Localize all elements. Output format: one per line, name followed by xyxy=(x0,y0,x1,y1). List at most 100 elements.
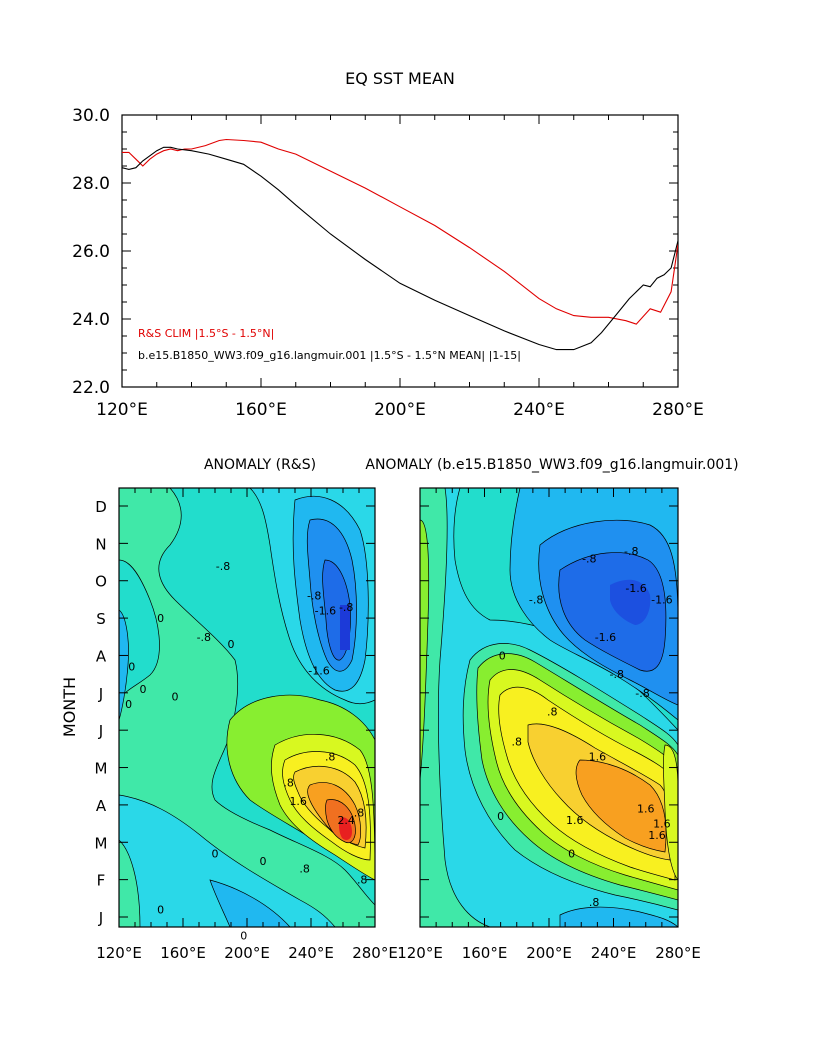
hovmoller-rs-title: ANOMALY (R&S) xyxy=(204,457,316,473)
rs-contour-pos28 xyxy=(338,817,352,840)
line-chart-series xyxy=(122,138,678,351)
contour-label: -.8 xyxy=(582,552,596,565)
line-chart-panel: EQ SST MEAN 120°E 160°E 200°E 240°E 280°E 22… xyxy=(72,69,704,420)
hov-month-label: A xyxy=(96,797,107,815)
contour-label: -.8 xyxy=(216,560,230,573)
contour-label: -.8 xyxy=(307,590,321,603)
hov-x-tick-label: 200°E xyxy=(526,944,572,962)
hov-x-tick-label: 120°E xyxy=(397,944,443,962)
model-south-cold xyxy=(559,906,678,927)
contour-label: .8 xyxy=(325,750,336,763)
series-line-rs-clim xyxy=(122,138,678,325)
hovmoller-model-contour-labels: -.8-.8-.8-1.6-1.6-1.6-.8-.80.8.81.61.61.… xyxy=(497,545,672,909)
contour-label: 0 xyxy=(568,847,575,860)
model-contour-neg16 xyxy=(610,579,651,625)
hov-x-tick-label: 240°E xyxy=(288,944,334,962)
contour-label: 0 xyxy=(499,649,506,662)
contour-label: .8 xyxy=(354,806,365,819)
contour-label: -.8 xyxy=(624,545,638,558)
model-east-edge-yellow xyxy=(663,744,678,881)
contour-label: .8 xyxy=(299,862,310,875)
top-y-tick-label: 24.0 xyxy=(72,310,110,330)
top-x-tick-label: 240°E xyxy=(513,400,565,420)
hov-month-label: J xyxy=(98,722,103,740)
model-west-green xyxy=(420,488,491,927)
top-y-tick-label: 26.0 xyxy=(72,242,110,262)
contour-label: -1.6 xyxy=(595,631,616,644)
contour-label: 0 xyxy=(157,904,164,917)
hov-month-label: D xyxy=(95,498,107,516)
contour-label: 2.4 xyxy=(337,814,355,827)
rs-south-cold xyxy=(119,794,336,927)
contour-label: 1.6 xyxy=(648,829,666,842)
hovmoller-rs-contour-labels: -.8-.8-1.6-1.6-.8-.8000000.8.81.62.4.8.8… xyxy=(125,560,367,943)
contour-label: -1.6 xyxy=(308,664,329,677)
hovmoller-model-month-ticks xyxy=(420,505,678,918)
contour-label: .8 xyxy=(283,776,294,789)
top-y-tick-label: 30.0 xyxy=(72,106,110,126)
hov-x-tick-label: 280°E xyxy=(352,944,398,962)
contour-label: 0 xyxy=(212,847,219,860)
hovmoller-month-axis-label: MONTH xyxy=(60,677,79,737)
hovmoller-model-x-ticks: 120°E 160°E 200°E 240°E 280°E xyxy=(397,488,701,962)
contour-label: -1.6 xyxy=(315,605,336,618)
hov-month-label: F xyxy=(97,872,106,890)
hov-month-label: A xyxy=(96,647,107,665)
hov-month-label: S xyxy=(96,610,106,628)
hov-x-tick-label: 120°E xyxy=(96,944,142,962)
rs-contour-0-west-cold xyxy=(119,559,160,701)
contour-label: -.8 xyxy=(339,601,353,614)
hov-x-tick-label: 160°E xyxy=(160,944,206,962)
contour-label: 0 xyxy=(172,691,179,704)
rs-contour-neg20 xyxy=(340,605,350,650)
legend-entry-model: b.e15.B1850_WW3.f09_g16.langmuir.001 |1.… xyxy=(138,349,521,362)
hov-month-label: N xyxy=(95,535,106,553)
legend-entry-rs: R&S CLIM |1.5°S - 1.5°N| xyxy=(138,327,274,340)
contour-label: 0 xyxy=(157,612,164,625)
top-x-tick-label: 200°E xyxy=(374,400,426,420)
hov-month-label: M xyxy=(95,834,108,852)
contour-label: 1.6 xyxy=(637,803,655,816)
contour-label: -.8 xyxy=(609,668,623,681)
contour-label: -.8 xyxy=(635,687,649,700)
hovmoller-rs-panel: ANOMALY (R&S) MONTH xyxy=(60,457,398,962)
line-chart-frame xyxy=(121,114,679,388)
hov-month-label: M xyxy=(95,760,108,778)
hovmoller-rs-x-ticks: 120°E 160°E 200°E 240°E 280°E xyxy=(96,488,398,962)
hov-month-label: J xyxy=(98,909,103,927)
contour-label: 0 xyxy=(140,683,147,696)
contour-label: 0 xyxy=(228,638,235,651)
contour-label: -1.6 xyxy=(625,582,646,595)
contour-label: .8 xyxy=(547,706,558,719)
contour-label: .8 xyxy=(512,735,523,748)
contour-label: 0 xyxy=(497,810,504,823)
contour-label: 1.6 xyxy=(566,814,584,827)
line-chart-y-ticks: 22.0 24.0 26.0 28.0 30.0 xyxy=(72,106,678,398)
model-west-edge-green2 xyxy=(420,519,430,781)
contour-label: 1.6 xyxy=(653,818,671,831)
contour-label: 0 xyxy=(128,661,135,674)
top-x-tick-label: 280°E xyxy=(652,400,704,420)
hov-x-tick-label: 160°E xyxy=(462,944,508,962)
contour-label: .8 xyxy=(589,896,600,909)
hovmoller-model-panel: ANOMALY (b.e15.B1850_WW3.f09_g16.langmui… xyxy=(365,457,738,962)
hov-month-label: J xyxy=(98,685,103,703)
hov-x-tick-label: 240°E xyxy=(591,944,637,962)
hov-x-tick-label: 200°E xyxy=(224,944,270,962)
contour-label: 0 xyxy=(260,855,267,868)
top-x-tick-label: 160°E xyxy=(235,400,287,420)
contour-label: .8 xyxy=(357,874,368,887)
series-line-model xyxy=(122,146,678,351)
hovmoller-model-title: ANOMALY (b.e15.B1850_WW3.f09_g16.langmui… xyxy=(365,457,738,473)
model-contour-pos20 xyxy=(575,759,667,853)
top-x-tick-label: 120°E xyxy=(96,400,148,420)
hovmoller-rs-month-ticks: J F M A M J J A S O N D xyxy=(95,498,375,927)
top-y-tick-label: 22.0 xyxy=(72,378,110,398)
line-chart-title: EQ SST MEAN xyxy=(345,69,455,88)
contour-label: 0 xyxy=(240,930,247,943)
contour-label: -1.6 xyxy=(651,593,672,606)
hov-month-label: O xyxy=(95,573,107,591)
contour-label: 0 xyxy=(125,698,132,711)
line-chart-x-ticks: 120°E 160°E 200°E 240°E 280°E xyxy=(96,115,704,420)
